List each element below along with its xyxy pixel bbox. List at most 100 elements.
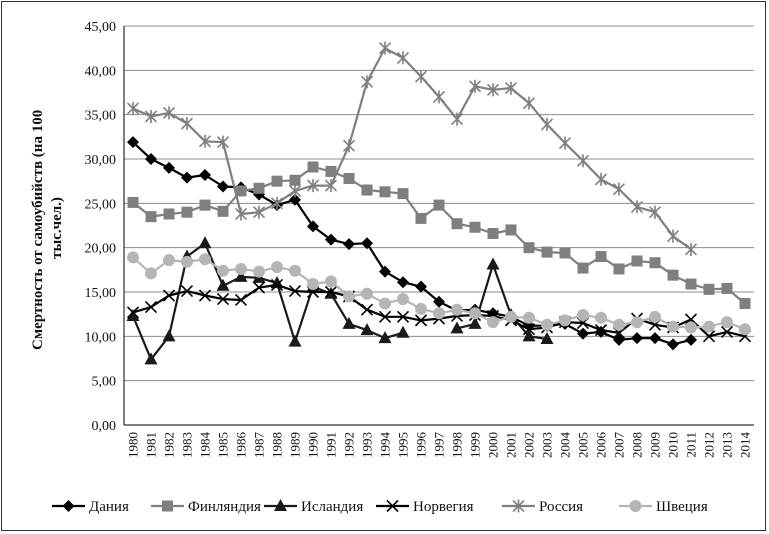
data-point: [270, 278, 284, 291]
legend-item: Норвегия: [376, 499, 474, 515]
data-point: [397, 293, 409, 306]
x-tick-label: 1983: [180, 432, 195, 458]
legend: Дания Финляндия Исландия Норвегия Россия Швец…: [52, 499, 708, 515]
x-tick-label: 2002: [522, 432, 537, 458]
data-point: [414, 314, 428, 327]
data-point: [433, 307, 445, 320]
data-point: [181, 206, 193, 218]
data-point: [577, 309, 589, 322]
x-tick-label: 1987: [252, 432, 267, 459]
data-point: [253, 182, 265, 194]
data-point: [541, 246, 553, 258]
data-point: [396, 51, 410, 65]
data-point: [325, 233, 337, 246]
legend-label: Финляндия: [188, 499, 261, 515]
data-point: [450, 112, 464, 126]
data-point: [577, 327, 589, 340]
y-tick-label: 35,00: [85, 109, 117, 124]
data-point: [451, 218, 463, 230]
y-tick-label: 40,00: [85, 64, 117, 79]
x-tick-label: 1985: [216, 432, 231, 458]
data-point: [523, 311, 535, 324]
data-point: [307, 161, 319, 173]
data-point: [361, 237, 373, 250]
data-point: [721, 316, 733, 329]
data-point: [288, 285, 302, 298]
data-point: [414, 70, 428, 84]
y-tick-label: 25,00: [85, 197, 117, 212]
data-point: [162, 329, 176, 342]
data-point: [360, 323, 374, 336]
data-point: [126, 306, 140, 319]
data-point: [361, 287, 373, 300]
x-tick-label: 2006: [594, 432, 609, 459]
data-point: [127, 196, 139, 208]
data-point: [415, 280, 427, 293]
data-point: [649, 332, 661, 345]
data-point: [595, 311, 607, 324]
data-point: [234, 269, 248, 282]
data-point: [324, 285, 338, 299]
data-point: [685, 333, 697, 346]
x-tick-label: 1990: [306, 432, 321, 458]
data-point: [217, 180, 229, 193]
data-point: [145, 153, 157, 165]
data-point: [378, 310, 392, 323]
data-point: [324, 179, 338, 193]
x-tick-label: 2000: [486, 432, 501, 458]
data-point: [613, 333, 625, 346]
data-point: [127, 136, 139, 149]
legend-item: Швеция: [619, 499, 708, 515]
data-point: [397, 188, 409, 200]
data-point: [378, 331, 392, 344]
y-tick-labels: 0,00 5,00 10,00 15,00 20,00 25,00 30,00 35,00 40…: [85, 20, 117, 434]
data-point: [289, 193, 301, 206]
data-point: [181, 171, 193, 184]
x-tick-label: 1992: [342, 432, 357, 458]
data-point: [612, 182, 626, 196]
x-tick-label: 2008: [630, 432, 645, 458]
x-tick-label: 1996: [414, 432, 429, 459]
data-point: [216, 135, 230, 149]
data-point: [522, 323, 536, 336]
y-tick-label: 0,00: [92, 419, 117, 434]
data-point: [126, 101, 140, 115]
x-tick-label: 2009: [648, 432, 663, 458]
data-point: [325, 165, 337, 177]
data-point: [144, 352, 158, 365]
legend-label: Дания: [89, 499, 129, 515]
y-tick-label: 45,00: [85, 20, 117, 35]
x-tick-label: 1984: [198, 432, 213, 459]
legend-marker: [162, 500, 173, 512]
data-point: [685, 321, 697, 334]
x-tick-label: 2005: [576, 432, 591, 458]
data-point: [361, 184, 373, 196]
data-point: [504, 81, 518, 95]
data-point: [198, 236, 212, 249]
data-point: [703, 283, 715, 295]
y-tick-label: 15,00: [85, 286, 117, 301]
data-point: [469, 307, 481, 320]
data-point: [162, 106, 176, 120]
data-point: [487, 316, 499, 329]
data-point: [631, 332, 643, 345]
y-tick-label: 30,00: [85, 153, 117, 168]
data-point: [342, 139, 356, 153]
data-point: [378, 41, 392, 55]
data-point: [648, 205, 662, 219]
data-point: [126, 308, 140, 321]
legend-item: Дания: [52, 499, 129, 515]
data-point: [343, 290, 355, 303]
legend-marker: [512, 499, 525, 513]
y-axis-title-line-1: Смертность от самоубийств (на 100: [30, 110, 46, 350]
data-point: [144, 109, 158, 123]
legend-marker: [386, 499, 399, 513]
data-point: [540, 117, 554, 131]
data-point: [217, 205, 229, 217]
data-point: [559, 247, 571, 259]
data-point: [594, 324, 608, 337]
data-point: [342, 316, 356, 329]
x-tick-label: 2007: [612, 432, 627, 459]
data-point: [576, 154, 590, 168]
